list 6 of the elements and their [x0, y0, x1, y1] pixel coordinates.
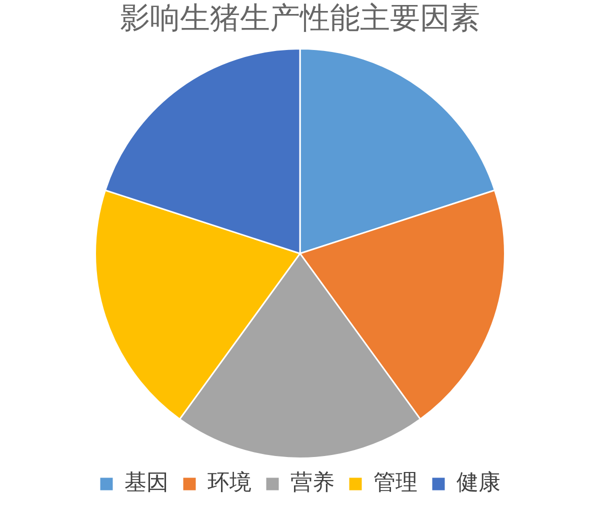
legend-label: 健康: [456, 470, 500, 496]
legend-label: 管理: [374, 470, 418, 496]
chart-title: 影响生猪生产性能主要因素: [120, 0, 480, 36]
legend-label: 基因: [124, 470, 168, 496]
legend-label: 营养: [290, 470, 334, 496]
legend-label: 环境: [208, 470, 252, 496]
